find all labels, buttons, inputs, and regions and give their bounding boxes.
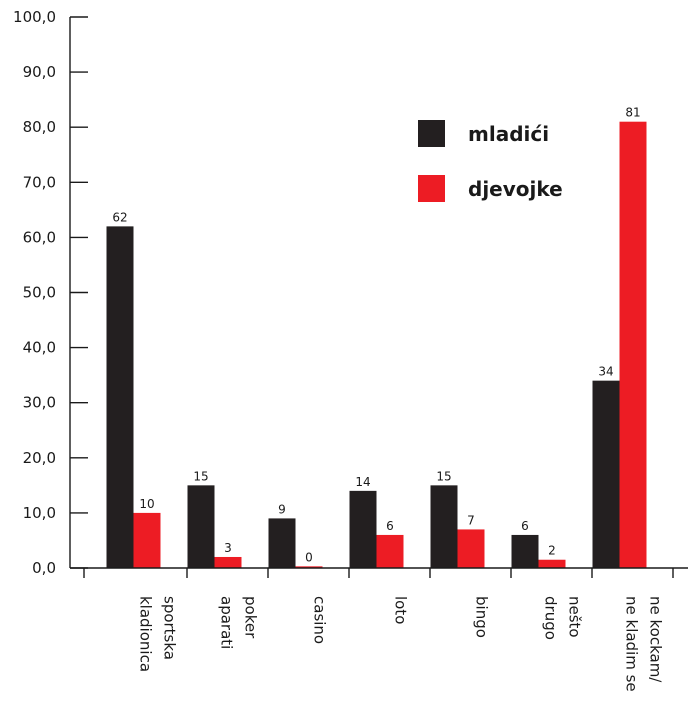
x-tick-label: drugo xyxy=(542,596,560,640)
bar xyxy=(133,512,161,568)
y-tick-label: 70,0 xyxy=(23,173,56,191)
bar xyxy=(187,485,215,568)
y-tick-label: 60,0 xyxy=(23,228,56,246)
bar xyxy=(619,121,647,568)
y-tick-label: 80,0 xyxy=(23,118,56,136)
x-tick-label: nešto xyxy=(566,596,584,638)
bar xyxy=(214,556,242,568)
data-label: 7 xyxy=(467,513,475,527)
bars xyxy=(106,121,647,568)
y-tick-label: 100,0 xyxy=(13,8,56,26)
data-label: 34 xyxy=(598,365,613,379)
data-label: 9 xyxy=(278,502,286,516)
bar xyxy=(376,534,404,568)
y-axis: 0,0 10,0 20,0 30,0 40,0 50,0 60,0 70,0 80,0 90,0 1… xyxy=(13,8,88,577)
data-label: 14 xyxy=(355,475,370,489)
bar xyxy=(592,380,620,568)
x-axis: sportska kladionica poker aparati casino loto… xyxy=(70,567,688,692)
x-tick-label: poker xyxy=(242,596,260,639)
y-tick-label: 30,0 xyxy=(23,394,56,412)
legend-swatch xyxy=(418,120,445,147)
bar xyxy=(106,226,134,568)
x-tick-label: casino xyxy=(311,596,329,644)
data-label: 6 xyxy=(521,519,529,533)
data-label: 3 xyxy=(224,541,232,555)
data-label: 2 xyxy=(548,544,556,558)
bar xyxy=(511,534,539,568)
y-tick-label: 90,0 xyxy=(23,63,56,81)
bar xyxy=(457,529,485,568)
x-tick-label: aparati xyxy=(218,596,236,649)
data-label: 15 xyxy=(193,469,208,483)
data-label: 6 xyxy=(386,519,394,533)
x-tick-label: sportska xyxy=(161,596,179,660)
x-tick-label: ne kockam/ xyxy=(647,596,665,683)
data-label: 15 xyxy=(436,469,451,483)
data-label: 0 xyxy=(305,550,313,564)
data-label: 62 xyxy=(112,210,127,224)
y-tick-label: 20,0 xyxy=(23,449,56,467)
bar xyxy=(538,559,566,568)
bar xyxy=(268,518,296,568)
bar xyxy=(349,490,377,568)
legend-swatch xyxy=(418,175,445,202)
x-tick-label: loto xyxy=(392,596,410,624)
bar xyxy=(295,566,323,568)
bar xyxy=(430,485,458,568)
x-tick-label: bingo xyxy=(473,596,491,638)
x-tick-label: kladionica xyxy=(137,596,155,672)
data-label: 81 xyxy=(625,106,640,120)
y-tick-label: 40,0 xyxy=(23,339,56,357)
legend-label: djevojke xyxy=(468,177,563,201)
x-tick-label: ne kladim se xyxy=(623,596,641,692)
y-tick-label: 10,0 xyxy=(23,504,56,522)
y-tick-label: 0,0 xyxy=(32,559,56,577)
y-tick-label: 50,0 xyxy=(23,284,56,302)
data-label: 10 xyxy=(139,497,154,511)
legend: mladići djevojke xyxy=(418,120,563,202)
legend-label: mladići xyxy=(468,122,549,146)
